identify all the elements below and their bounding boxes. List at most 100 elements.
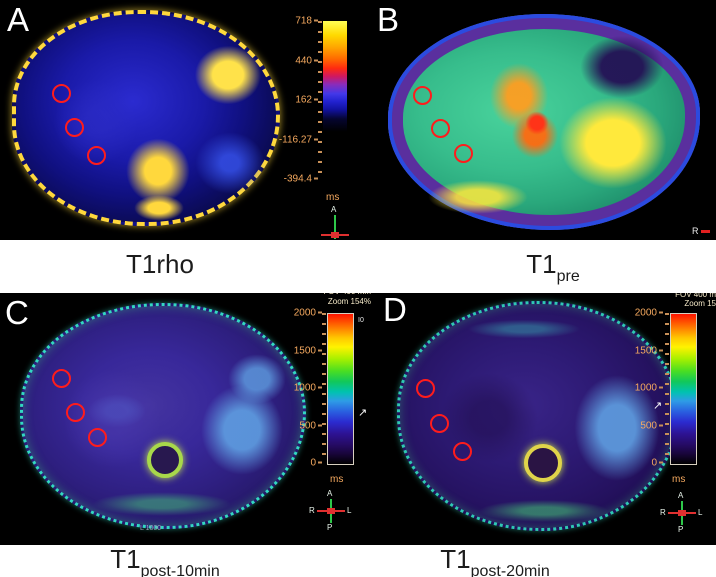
caption-t1pre: T1pre — [390, 249, 716, 286]
colorbar-tick-label: 500 — [640, 421, 663, 432]
t1rho-colorbar — [323, 21, 347, 179]
caption-band-bottom: T1post-10min T1post-20min — [0, 544, 716, 577]
compass-center — [331, 232, 339, 238]
colorbar-ticks — [665, 313, 669, 463]
roi-circle — [88, 428, 107, 447]
orientation-letter: R — [692, 226, 699, 236]
orientation-letter: R — [309, 506, 315, 515]
orientation-letter: L — [347, 506, 352, 515]
panel-letter: B — [377, 1, 400, 38]
t1post10-map-image — [20, 303, 306, 529]
caption-subscript: post-10min — [140, 563, 220, 577]
window-level-text: L 1000 — [140, 525, 162, 532]
spine-region — [524, 444, 562, 482]
roi-circle — [431, 119, 450, 138]
spine-region — [147, 442, 183, 478]
colorbar-tick-label: 1000 — [294, 383, 322, 394]
orientation-compass: A R L P — [660, 491, 703, 534]
colorbar-tick-label: 162 — [295, 95, 318, 106]
roi-circle — [66, 403, 85, 422]
caption-base: T1 — [526, 249, 557, 279]
caption-subscript: post-20min — [470, 563, 550, 577]
colorbar-tick-label: -116.27 — [279, 135, 318, 146]
bright-region — [546, 86, 680, 200]
panel-c: C FOV 400 mm Zoom 154% I0 L 1000 2000 15… — [0, 293, 375, 545]
roi-circle — [87, 146, 106, 165]
colorbar-unit: ms — [672, 474, 686, 485]
caption-t1post10: T1post-10min — [0, 544, 330, 577]
cursor-icon: ↗ — [358, 407, 368, 419]
colorbar-tick-label: 718 — [295, 16, 318, 27]
orientation-letter: A — [327, 489, 333, 498]
right-orientation-marker: R — [692, 226, 710, 236]
colorbar-tick-label: 1500 — [635, 346, 663, 357]
colorbar-tick-label: 1000 — [635, 383, 663, 394]
compass-center — [327, 508, 335, 514]
fov-text: FOV 400 m — [675, 293, 716, 299]
orientation-letter: A — [678, 491, 684, 500]
colorbar-ticks — [322, 313, 326, 463]
compass-center — [678, 510, 686, 516]
orientation-compass: A R L P — [309, 489, 352, 532]
colorbar-tick-label: -394.4 — [284, 174, 318, 185]
panel-letter: D — [383, 293, 407, 328]
bright-region — [128, 192, 190, 224]
orientation-compass: A — [316, 205, 354, 240]
panel-letter: C — [5, 294, 29, 331]
roi-circle — [65, 118, 84, 137]
caption-t1rho: T1rho — [0, 249, 320, 285]
orientation-letter: P — [327, 523, 333, 532]
orientation-letter: R — [660, 508, 666, 517]
blue-region — [184, 122, 276, 204]
roi-circle — [454, 144, 473, 163]
fov-text: FOV 400 mm — [323, 293, 371, 296]
colorbar-tick-label: 2000 — [294, 308, 322, 319]
colorbar-tick-label: 0 — [651, 458, 663, 469]
green-speckle-band — [468, 498, 620, 524]
caption-base: T1 — [440, 544, 471, 574]
orientation-letter: L — [698, 508, 703, 517]
colorbar-tick-label: 1500 — [294, 346, 322, 357]
orientation-dash — [700, 230, 710, 234]
caption-subscript: pre — [556, 268, 580, 286]
bright-region — [416, 176, 540, 218]
roi-circle — [430, 414, 449, 433]
zoom-text: Zoom 154% — [327, 297, 371, 306]
t1rho-map-image — [12, 10, 280, 226]
caption-t1post20: T1post-20min — [320, 544, 670, 577]
colorbar-tick-label: 0 — [310, 458, 322, 469]
panel-d: D FOV 400 m Zoom 15 2000 1500 1000 500 0… — [375, 293, 716, 545]
compass-axis — [334, 215, 336, 239]
roi-circle — [453, 442, 472, 461]
colorbar-unit: ms — [330, 474, 344, 485]
cursor-icon: ↗ — [653, 400, 663, 412]
zoom-text: Zoom 15 — [684, 299, 716, 308]
light-blue-region — [221, 348, 293, 410]
orientation-letter: P — [678, 525, 684, 534]
panel-letter: A — [4, 2, 36, 39]
roi-circle — [413, 86, 432, 105]
colorbar-tick-label: 500 — [299, 421, 322, 432]
t1-colorbar — [327, 313, 354, 465]
orientation-letter: A — [331, 205, 337, 214]
aorta-region — [524, 110, 550, 136]
caption-base: T1 — [110, 544, 141, 574]
roi-circle — [52, 84, 71, 103]
corner-annotation: I0 — [358, 317, 364, 324]
colorbar-tick-label: 2000 — [635, 308, 663, 319]
roi-circle — [52, 369, 71, 388]
colorbar-unit: ms — [326, 192, 340, 203]
colorbar-ticks — [318, 21, 322, 179]
caption-base: T1rho — [126, 249, 194, 279]
roi-circle — [416, 379, 435, 398]
t1pre-map-image — [388, 14, 700, 230]
green-speckle-band — [81, 490, 243, 518]
panel-a: A 718 440 162 -116.27 -394.4 ms A — [0, 0, 370, 240]
caption-band-top: T1rho T1pre — [0, 240, 716, 293]
bright-region — [184, 36, 272, 114]
t1-colorbar — [670, 313, 697, 465]
panel-b: B R — [370, 0, 716, 240]
cyan-streak — [458, 318, 590, 340]
colorbar-tick-label: 440 — [295, 56, 318, 67]
